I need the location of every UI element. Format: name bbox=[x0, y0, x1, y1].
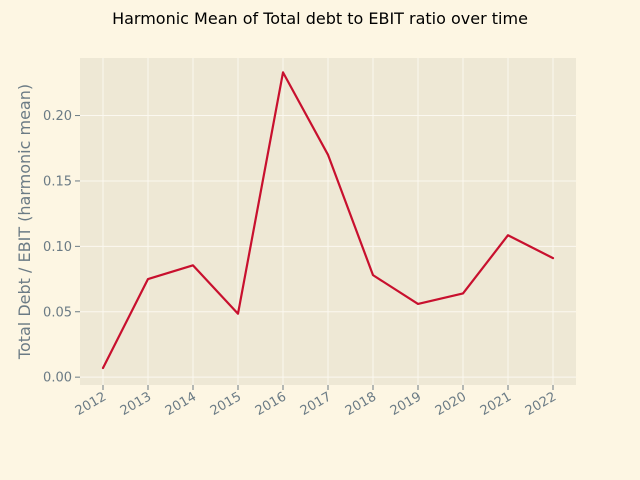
y-tick-label: 0.10 bbox=[43, 240, 72, 255]
series-layer bbox=[101, 71, 555, 370]
grid-lines bbox=[80, 58, 576, 385]
y-tick-label: 0.00 bbox=[43, 371, 72, 386]
y-tick-label: 0.15 bbox=[43, 174, 72, 189]
chart-title: Harmonic Mean of Total debt to EBIT rati… bbox=[112, 9, 528, 28]
y-tick-label: 0.05 bbox=[43, 305, 72, 320]
y-tick-label: 0.20 bbox=[43, 109, 72, 124]
y-axis-label: Total Debt / EBIT (harmonic mean) bbox=[15, 84, 34, 360]
series-line bbox=[101, 71, 555, 370]
